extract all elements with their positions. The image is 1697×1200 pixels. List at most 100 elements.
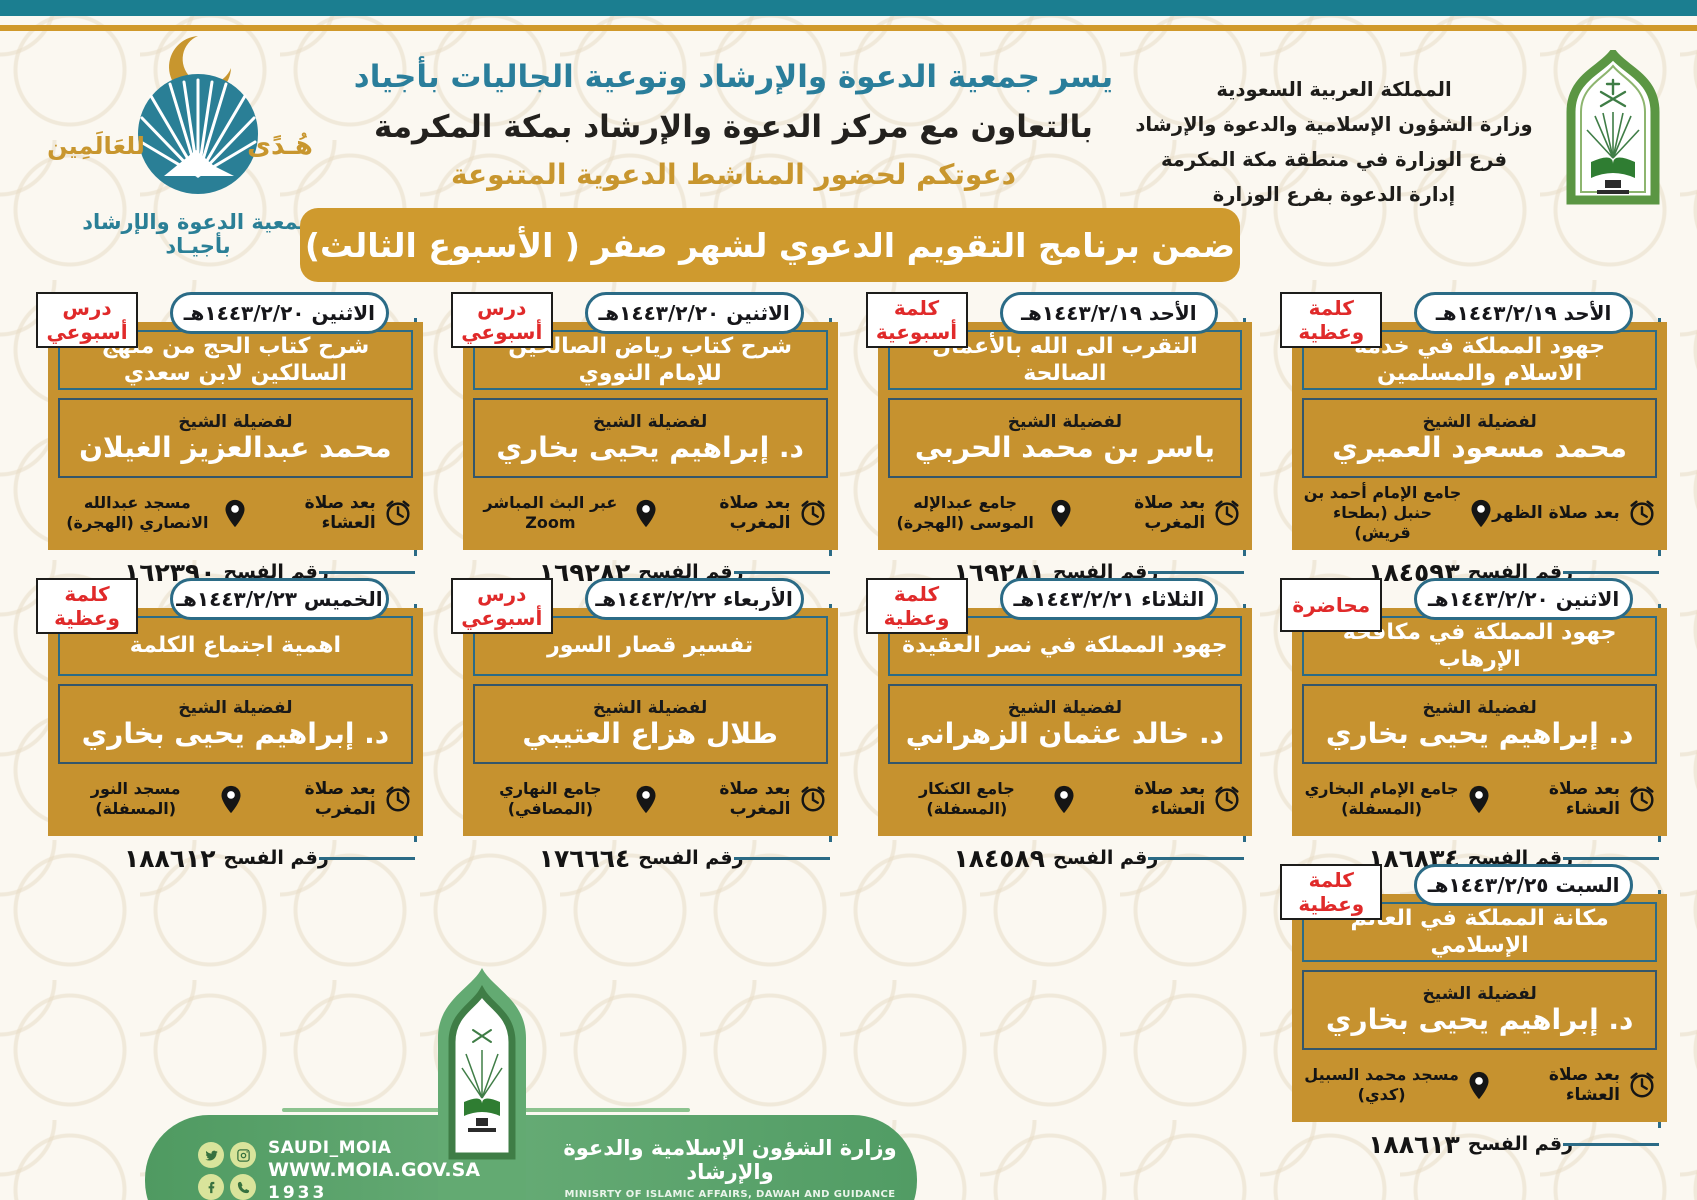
sheikh-name: محمد عبدالعزيز الغيلان (79, 430, 392, 464)
event-type-badge: كلمة وعظية (865, 578, 968, 634)
sheikh-name: د. إبراهيم يحيى بخاري (1325, 716, 1634, 750)
event-location: عبر البث المباشر Zoom (483, 493, 618, 532)
permit-label: رقم الفسح (1053, 847, 1159, 869)
events-grid: الأحد ١٤٤٣/٢/١٩هـ كلمة وعظية جهود المملك… (30, 292, 1667, 1159)
event-title: جهود المملكة في خدمة الاسلام والمسلمين (1302, 330, 1657, 390)
event-type-badge: درس أسبوعي (36, 292, 138, 348)
sheikh-honorific: لفضيلة الشيخ (593, 411, 708, 432)
event-type-badge: درس أسبوعي (450, 292, 553, 348)
event-location: جامع النهاري (المصافي) (499, 779, 602, 818)
permit-connector (1563, 857, 1659, 860)
event-location: جامع الكنكار (المسفلة) (918, 779, 1015, 818)
location-pin-icon (1051, 499, 1071, 527)
permit-connector (318, 857, 415, 860)
top-teal-bar (0, 0, 1697, 16)
event-location: جامع الإمام البخاري (المسفلة) (1304, 779, 1459, 818)
location-pin-icon (1469, 1071, 1489, 1099)
event-location: جامع عبدالإله الموسى (الهجرة) (896, 493, 1034, 532)
event-title: شرح كتاب الحج من منهج السالكين لابن سعدي (58, 330, 413, 390)
permit-connector (1148, 857, 1245, 860)
ministry-emblem-logo (1561, 46, 1665, 210)
phone-number: 1933 (268, 1183, 328, 1200)
org-word-left: للعَالَمِين (48, 131, 145, 160)
clock-icon (386, 786, 410, 812)
event-time: بعد صلاة العشاء (1548, 1065, 1620, 1105)
event-type-badge: درس أسبوعي (450, 578, 553, 634)
clock-icon (800, 786, 825, 812)
footer-ribbon (145, 1115, 917, 1200)
sheikh-name: د. إبراهيم يحيى بخاري (1325, 1002, 1634, 1036)
ministry-line-4: إدارة الدعوة بفرع الوزارة (1212, 183, 1456, 207)
event-card: الثلاثاء ١٤٤٣/٢/٢١هـ كلمة وعظية جهود الم… (860, 578, 1253, 873)
clock-icon (800, 500, 825, 526)
event-card: الأربعاء ١٤٤٣/٢/٢٢هـ درس أسبوعي تفسير قص… (445, 578, 838, 873)
event-card: الاثنين ١٤٤٣/٢/٢٠هـ درس أسبوعي شرح كتاب … (30, 292, 423, 587)
permit-label: رقم الفسح (638, 847, 744, 869)
event-card: الأحد ١٤٤٣/٢/١٩هـ كلمة أسبوعية التقرب ال… (860, 292, 1253, 587)
event-time: بعد صلاة المغرب (719, 779, 791, 819)
clock-icon (1630, 500, 1654, 526)
permit-label: رقم الفسح (638, 561, 744, 583)
permit-number: ١٨٨٦١٣ (1368, 1129, 1460, 1159)
clock-icon (1630, 786, 1654, 812)
facebook-icon (198, 1174, 224, 1200)
location-pin-icon (636, 499, 656, 527)
social-handle: SAUDI_MOIA (268, 1138, 392, 1158)
event-location: مسجد محمد السبيل (كدي) (1304, 1065, 1459, 1104)
event-location: جامع الإمام أحمد بن حنبل (بطحاء قريش) (1303, 483, 1462, 542)
event-type-badge: كلمة وعظية (1280, 292, 1383, 348)
sheikh-honorific: لفضيلة الشيخ (178, 411, 293, 432)
event-type-badge: كلمة وعظية (36, 578, 138, 634)
permit-connector (1563, 1143, 1659, 1146)
event-date-pill: الثلاثاء ١٤٤٣/٢/٢١هـ (999, 578, 1219, 620)
event-time: بعد صلاة الظهر (1492, 503, 1620, 523)
event-date-pill: السبت ١٤٤٣/٢/٢٥هـ (1414, 864, 1633, 906)
permit-connector (318, 571, 415, 574)
event-date-pill: الأربعاء ١٤٤٣/٢/٢٢هـ (584, 578, 804, 620)
sheikh-honorific: لفضيلة الشيخ (1007, 411, 1122, 432)
footer-ministry-name-ar: وزارة الشؤون الإسلامية والدعوة والإرشاد (563, 1136, 897, 1184)
event-location: مسجد عبدالله الانصاري (الهجرة) (66, 493, 209, 532)
website-url: WWW.MOIA.GOV.SA (268, 1159, 481, 1182)
association-caption: جمعية الدعوة والإرشاد بأجيـاد (82, 210, 314, 258)
clock-icon (1630, 1072, 1654, 1098)
permit-label: رقم الفسح (1467, 847, 1574, 869)
ministry-line-3: فرع الوزارة في منطقة مكة المكرمة (1160, 148, 1508, 172)
location-pin-icon (1054, 785, 1074, 813)
location-pin-icon (636, 785, 656, 813)
permit-number: ١٨٨٦١٢ (123, 843, 216, 873)
permit-label: رقم الفسح (1467, 561, 1574, 583)
footer-social-block: SAUDI_MOIA WWW.MOIA.GOV.SA 1933 (198, 1138, 480, 1200)
event-time: بعد صلاة المغرب (719, 493, 791, 533)
event-card: الاثنين ١٤٤٣/٢/٢٠هـ محاضرة جهود المملكة … (1274, 578, 1667, 873)
location-pin-icon (1471, 499, 1491, 527)
event-card: الخميس ١٤٤٣/٢/٢٣هـ كلمة وعظية اهمية اجتم… (30, 578, 423, 873)
sheikh-honorific: لفضيلة الشيخ (1422, 697, 1537, 718)
location-pin-icon (221, 785, 241, 813)
permit-label: رقم الفسح (223, 561, 329, 583)
sheikh-name: محمد مسعود العميري (1332, 430, 1627, 464)
permit-connector (1148, 571, 1245, 574)
program-banner: ضمن برنامج التقويم الدعوي لشهر صفر ( الأ… (300, 208, 1240, 282)
event-time: بعد صلاة المغرب (1134, 493, 1206, 533)
event-date-pill: الاثنين ١٤٤٣/٢/٢٠هـ (584, 292, 804, 334)
clock-icon (1215, 786, 1239, 812)
permit-connector (1563, 571, 1659, 574)
event-type-badge: كلمة أسبوعية (865, 292, 968, 348)
event-title: شرح كتاب رياض الصالحين للإمام النووي (472, 330, 828, 390)
phone-icon (230, 1174, 256, 1200)
event-date-pill: الأحد ١٤٤٣/٢/١٩هـ (999, 292, 1219, 334)
event-time: بعد صلاة المغرب (304, 779, 376, 819)
event-card: الأحد ١٤٤٣/٢/١٩هـ كلمة وعظية جهود المملك… (1274, 292, 1667, 587)
intro-line-3: دعوتكم لحضور المناشط الدعوية المتنوعة (451, 158, 1016, 192)
footer-ministry-arch (426, 966, 538, 1200)
sheikh-honorific: لفضيلة الشيخ (1422, 411, 1537, 432)
intro-heading: يسر جمعية الدعوة والإرشاد وتوعية الجاليا… (350, 52, 1117, 198)
sheikh-honorific: لفضيلة الشيخ (593, 697, 708, 718)
event-date-pill: الاثنين ١٤٤٣/٢/٢٠هـ (170, 292, 389, 334)
sheikh-name: د. إبراهيم يحيى بخاري (81, 716, 390, 750)
location-pin-icon (225, 499, 245, 527)
sheikh-name: طلال هزاع العتيبي (522, 716, 778, 750)
sheikh-name: د. إبراهيم يحيى بخاري (496, 430, 804, 464)
